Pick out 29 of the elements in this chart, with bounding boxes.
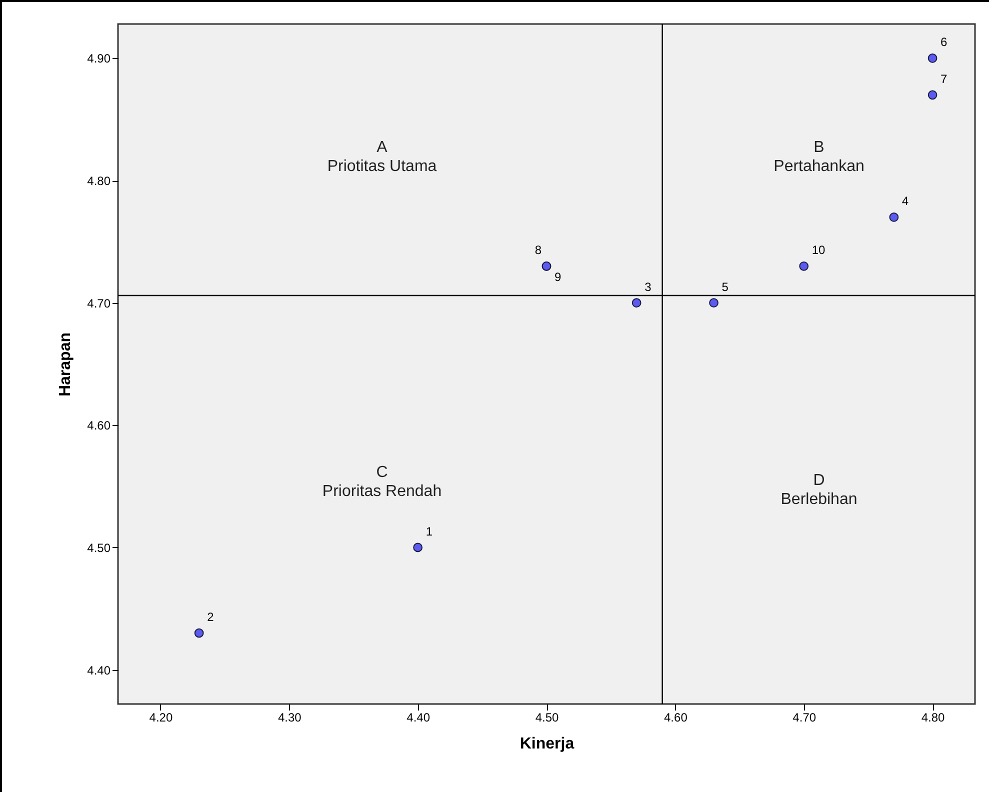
y-tick-label: 4.60 [87,418,111,433]
y-axis-title: Harapan [57,332,74,397]
annotation: 9 [554,270,562,284]
y-tick-label: 4.50 [87,540,111,555]
x-tick-label: 4.60 [664,710,688,724]
x-tick-label: 4.80 [921,710,946,724]
y-tick-label: 4.70 [87,296,111,310]
y-tick-label: 4.80 [87,174,111,188]
x-axis-title: Kinerja [520,736,574,752]
y-tick-label: 4.90 [87,52,111,66]
annotation: 3 [644,280,652,294]
annotation: 1 [426,524,433,538]
annotation: D Berlebihan [780,472,858,508]
x-tick-label: 4.20 [149,710,173,724]
y-tick-label: 4.40 [87,663,111,678]
annotation: B Pertahankan [774,139,864,175]
x-tick-label: 4.70 [792,710,816,724]
x-tick-label: 4.40 [406,710,430,724]
annotation: A Priotitas Utama [327,139,437,175]
x-tick-label: 4.30 [278,710,302,724]
x-tick-label: 4.50 [535,710,559,724]
annotation: 10 [812,243,826,258]
annotation: 4 [902,194,909,208]
annotation: 6 [940,35,948,50]
annotation: 5 [722,280,729,294]
annotation: 7 [940,72,948,86]
annotation: 8 [534,243,542,258]
annotation: 2 [207,610,214,624]
annotation: C Prioritas Rendah [322,464,442,500]
